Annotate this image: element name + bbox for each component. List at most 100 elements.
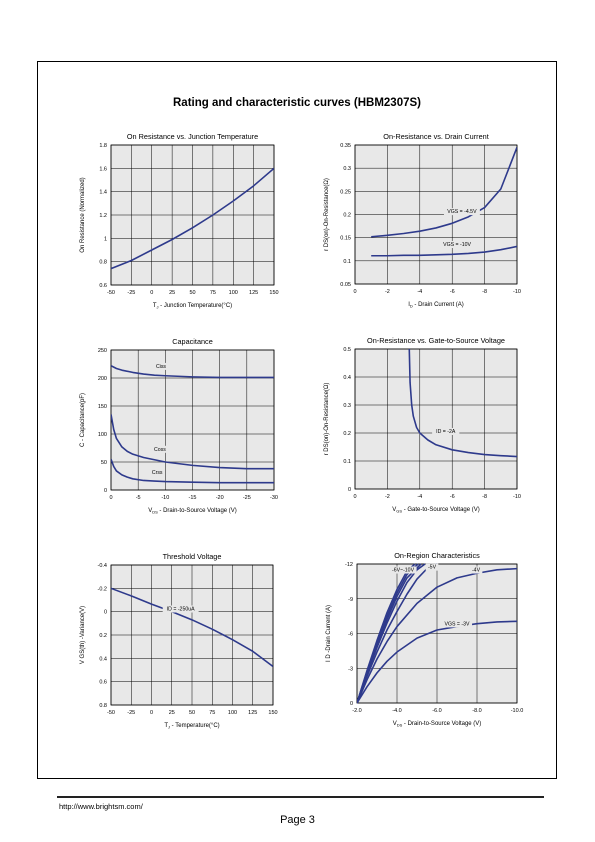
annotation-bg (441, 620, 473, 628)
y-axis-label: I D -Drain Current (A) (326, 605, 332, 662)
x-tick-label: -8 (482, 289, 487, 295)
x-tick-label: -10 (161, 495, 169, 501)
annotation-bg (149, 468, 165, 476)
annotation-label: Crss (152, 470, 163, 476)
y-tick-label: -9 (348, 597, 353, 603)
annotation-bg (469, 566, 483, 574)
plot-border (110, 144, 275, 286)
annotation-label: Coss (154, 447, 166, 453)
x-tick-label: -50 (107, 710, 115, 716)
x-tick-label: -20 (216, 495, 224, 501)
annotation-label: ID = -2A (436, 429, 456, 435)
y-tick-label: -0.2 (98, 586, 107, 592)
chart-title: Capacitance (172, 337, 213, 346)
y-tick-label: 0.1 (343, 259, 351, 265)
y-axis-label: C - Capacitance(pF) (80, 393, 86, 447)
x-tick-label: -8.0 (472, 708, 481, 714)
annotation-bg (152, 445, 168, 453)
x-tick-label: -2.0 (352, 708, 361, 714)
annotation-label: ID = -250uA (167, 607, 195, 613)
y-tick-label: 0.15 (340, 236, 351, 242)
y-tick-label: 1.4 (99, 190, 107, 196)
y-tick-label: 0.8 (99, 260, 107, 266)
annotation-bg (153, 362, 169, 370)
y-tick-label: 1.2 (99, 213, 107, 219)
annotation-bg (432, 428, 460, 435)
page-title: Rating and characteristic curves (HBM230… (173, 97, 421, 109)
chart-c6: -2.0 -4.0 -6.0 -8.0 -10.0 0 -3 -6 -9 -12 On-Region… (326, 551, 523, 728)
x-tick-label: 0 (353, 289, 356, 295)
y-tick-label: 0 (104, 610, 107, 616)
y-tick-label: 150 (98, 404, 107, 410)
plot-border (354, 348, 518, 490)
annotation-bg (389, 566, 417, 574)
annotation-bg (443, 208, 480, 216)
x-tick-label: -30 (270, 495, 278, 501)
annotation-label: VGS = -4.5V (447, 209, 477, 215)
x-tick-label: -4 (417, 494, 422, 500)
x-tick-label: -5 (136, 495, 141, 501)
x-tick-label: -25 (127, 710, 135, 716)
annotation-bg (440, 241, 474, 249)
x-tick-label: -10.0 (511, 708, 524, 714)
x-tick-label: 0 (109, 495, 112, 501)
series-line-1 (111, 167, 274, 270)
y-tick-label: 1.6 (99, 166, 107, 172)
x-tick-label: -50 (107, 290, 115, 296)
chart-c3: 0 -5 -10 -15 -20 -25 -30 0 50 100 150 200 250 Capacit… (80, 337, 278, 515)
x-tick-label: 150 (268, 710, 277, 716)
y-tick-label: 0.25 (340, 189, 351, 195)
x-tick-label: 0 (150, 710, 153, 716)
y-tick-label: 0.6 (99, 283, 107, 289)
series-line-2 (111, 414, 274, 470)
y-tick-label: 0.8 (99, 703, 107, 709)
chart-title: On-Resistance vs. Gate-to-Source Voltage (367, 336, 505, 345)
x-axis-label: VDS - Drain-to-Source Voltage (V) (393, 721, 482, 728)
y-tick-label: 0.3 (343, 166, 351, 172)
page-number: Page 3 (280, 814, 315, 826)
x-tick-label: -6 (450, 289, 455, 295)
footer-url[interactable]: http://www.brightsm.com/ (59, 802, 143, 811)
y-tick-label: 0.6 (99, 680, 107, 686)
series-line-1 (408, 348, 517, 458)
chart-title: On-Region Characteristics (394, 551, 480, 560)
x-axis-label: VGS - Gate-to-Source Voltage (V) (392, 507, 480, 514)
y-tick-label: -6 (348, 632, 353, 638)
annotation-bg (162, 605, 199, 613)
y-tick-label: 250 (98, 348, 107, 354)
y-tick-label: 0.4 (343, 375, 351, 381)
y-tick-label: 1 (104, 236, 107, 242)
x-tick-label: -4 (417, 289, 422, 295)
x-tick-label: 75 (209, 710, 215, 716)
y-tick-label: -0.4 (98, 563, 107, 569)
x-tick-label: -10 (513, 494, 521, 500)
x-axis-label: VDS - Drain-to-Source Voltage (V) (148, 508, 237, 515)
y-tick-label: 1.8 (99, 143, 107, 149)
annotation-label: -6V~-10V (392, 568, 415, 574)
annotation-label: -5V (428, 565, 437, 571)
x-tick-label: 125 (249, 290, 258, 296)
y-tick-label: -12 (345, 562, 353, 568)
chart-title: On Resistance vs. Junction Temperature (127, 132, 258, 141)
y-tick-label: 0.5 (343, 347, 351, 353)
series-line-3 (111, 458, 274, 484)
x-tick-label: 0 (353, 494, 356, 500)
x-tick-label: 0 (150, 290, 153, 296)
annotation-bg (425, 563, 439, 571)
annotation-label: VGS = -10V (443, 242, 471, 248)
y-tick-label: 0.05 (340, 282, 351, 288)
x-tick-label: -10 (513, 289, 521, 295)
series-line-2 (357, 567, 517, 704)
x-axis-label: TJ - Junction Temperature(°C) (153, 303, 232, 310)
annotation-label: -4V (472, 568, 481, 574)
y-tick-label: 0 (348, 487, 351, 493)
x-tick-label: -15 (189, 495, 197, 501)
x-tick-label: 125 (248, 710, 257, 716)
y-tick-label: 0.2 (343, 431, 351, 437)
annotation-label: VGS = -3V (445, 621, 470, 627)
y-axis-label: V GS(th) -Variance(V) (80, 606, 86, 664)
y-axis-label: On Resistance (Normalized) (80, 177, 86, 252)
x-tick-label: 75 (210, 290, 216, 296)
chart-title: Threshold Voltage (163, 552, 222, 561)
